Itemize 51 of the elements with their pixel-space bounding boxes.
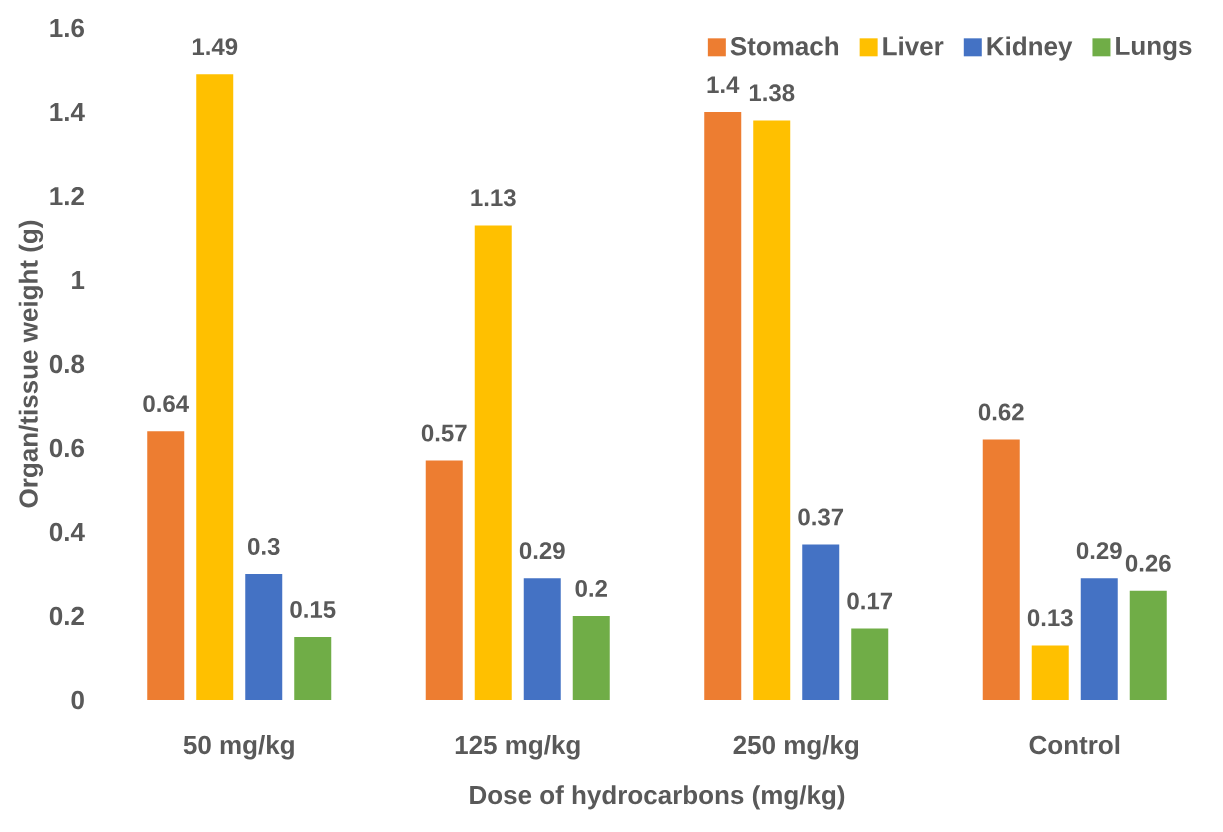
bar (1080, 578, 1118, 700)
y-tick-label: 1.2 (50, 186, 84, 206)
x-tick-label: 250 mg/kg (733, 735, 859, 760)
bar (1129, 590, 1167, 700)
bar (982, 439, 1020, 700)
bar (425, 460, 463, 700)
data-label: 1.13 (471, 189, 516, 207)
y-tick-label: 1.4 (50, 103, 85, 121)
bar (245, 574, 283, 700)
data-label: 1.38 (749, 84, 795, 102)
legend-label: Liver (883, 36, 944, 56)
bar (753, 120, 791, 700)
bar (523, 578, 561, 700)
x-tick-label: Control (1029, 735, 1120, 755)
data-label: 1.4 (707, 76, 740, 93)
data-label: 0.13 (1027, 609, 1073, 627)
bar (147, 431, 185, 700)
bar (572, 616, 610, 700)
data-label: 0.15 (290, 600, 336, 618)
y-tick-label: 0.6 (49, 438, 84, 458)
data-label: 0.29 (519, 542, 565, 560)
bar (196, 74, 234, 700)
data-label: 0.26 (1125, 554, 1171, 572)
y-tick-label: 1 (72, 271, 85, 289)
bar (704, 112, 742, 700)
legend-label: Kidney (987, 36, 1073, 61)
y-tick-label: 0.4 (49, 522, 85, 542)
y-tick-label: 0.2 (49, 606, 84, 626)
bar (1031, 645, 1069, 700)
data-label: 0.64 (143, 395, 189, 413)
data-label: 0.57 (421, 424, 467, 442)
bar (802, 544, 840, 700)
y-tick-label: 1.6 (50, 18, 84, 38)
bar (851, 628, 889, 700)
y-tick-label: 0.8 (49, 354, 85, 374)
legend-label: Lungs (1116, 36, 1192, 61)
legend-label: Stomach (730, 36, 839, 56)
bar (474, 225, 512, 700)
data-label: 0.2 (575, 579, 607, 597)
x-axis-title: Dose of hydrocarbons (mg/kg) (470, 785, 845, 810)
data-label: 1.49 (192, 38, 238, 56)
data-label: 0.3 (248, 537, 280, 555)
data-label: 0.37 (798, 508, 844, 526)
data-label: 0.62 (978, 403, 1024, 421)
y-axis-title: Organ/tissue weight (g) (18, 220, 44, 508)
data-label: 0.17 (847, 592, 893, 610)
y-tick-label: 0 (71, 690, 84, 710)
x-tick-label: 125 mg/kg (455, 735, 580, 760)
bar (294, 637, 332, 700)
data-label: 0.29 (1076, 542, 1122, 560)
x-tick-label: 50 mg/kg (183, 735, 294, 760)
